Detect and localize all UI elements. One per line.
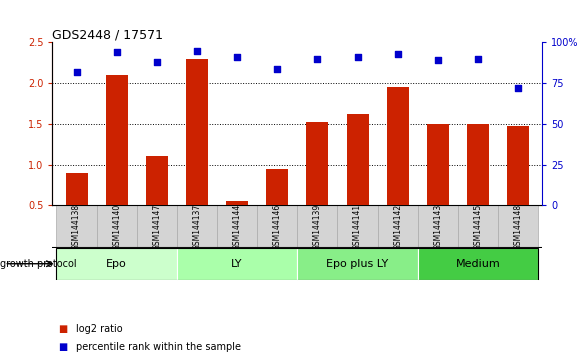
Bar [507,126,529,205]
Text: GSM144147: GSM144147 [152,204,161,250]
Text: GSM144144: GSM144144 [233,204,241,250]
Bar [378,205,418,248]
Text: Epo: Epo [106,259,127,269]
Bar [346,114,368,205]
Point [473,56,483,62]
Bar [498,205,538,248]
Bar [338,205,378,248]
Point [72,69,81,75]
Text: Epo plus LY: Epo plus LY [326,259,389,269]
Point [152,59,161,65]
Text: GSM144138: GSM144138 [72,204,81,250]
Text: GSM144146: GSM144146 [273,204,282,250]
Bar [177,205,217,248]
Text: GDS2448 / 17571: GDS2448 / 17571 [52,28,163,41]
Bar [226,201,248,205]
Text: Medium: Medium [455,259,500,269]
Point [514,85,523,91]
Bar [427,124,449,205]
Bar [257,205,297,248]
Point [273,66,282,72]
Bar [97,205,137,248]
Point [433,58,442,63]
Bar [137,205,177,248]
Bar [106,75,128,205]
Bar [458,205,498,248]
Point [112,50,121,55]
Text: GSM144145: GSM144145 [473,204,483,250]
Text: GSM144137: GSM144137 [192,204,202,250]
Text: ■: ■ [58,342,68,352]
Bar [57,205,97,248]
Point [393,51,402,57]
Bar [57,248,177,280]
Text: GSM144142: GSM144142 [393,204,402,250]
Text: GSM144143: GSM144143 [433,204,442,250]
Bar [306,122,328,205]
Point [233,54,242,60]
Bar [467,124,489,205]
Text: percentile rank within the sample: percentile rank within the sample [76,342,241,352]
Text: log2 ratio: log2 ratio [76,324,122,334]
Text: growth protocol: growth protocol [0,259,76,269]
Bar [387,87,409,205]
Text: GSM144141: GSM144141 [353,204,362,250]
Bar [418,205,458,248]
Point [192,48,202,53]
Bar [297,248,418,280]
Text: GSM144148: GSM144148 [514,204,522,250]
Bar [146,156,168,205]
Bar [177,248,297,280]
Bar [418,248,538,280]
Bar [217,205,257,248]
Point [312,56,322,62]
Bar [297,205,338,248]
Text: ■: ■ [58,324,68,334]
Point [353,54,362,60]
Text: GSM144140: GSM144140 [112,204,121,250]
Bar [266,169,289,205]
Bar [65,173,87,205]
Text: GSM144139: GSM144139 [313,204,322,250]
Bar [186,59,208,205]
Text: LY: LY [231,259,243,269]
